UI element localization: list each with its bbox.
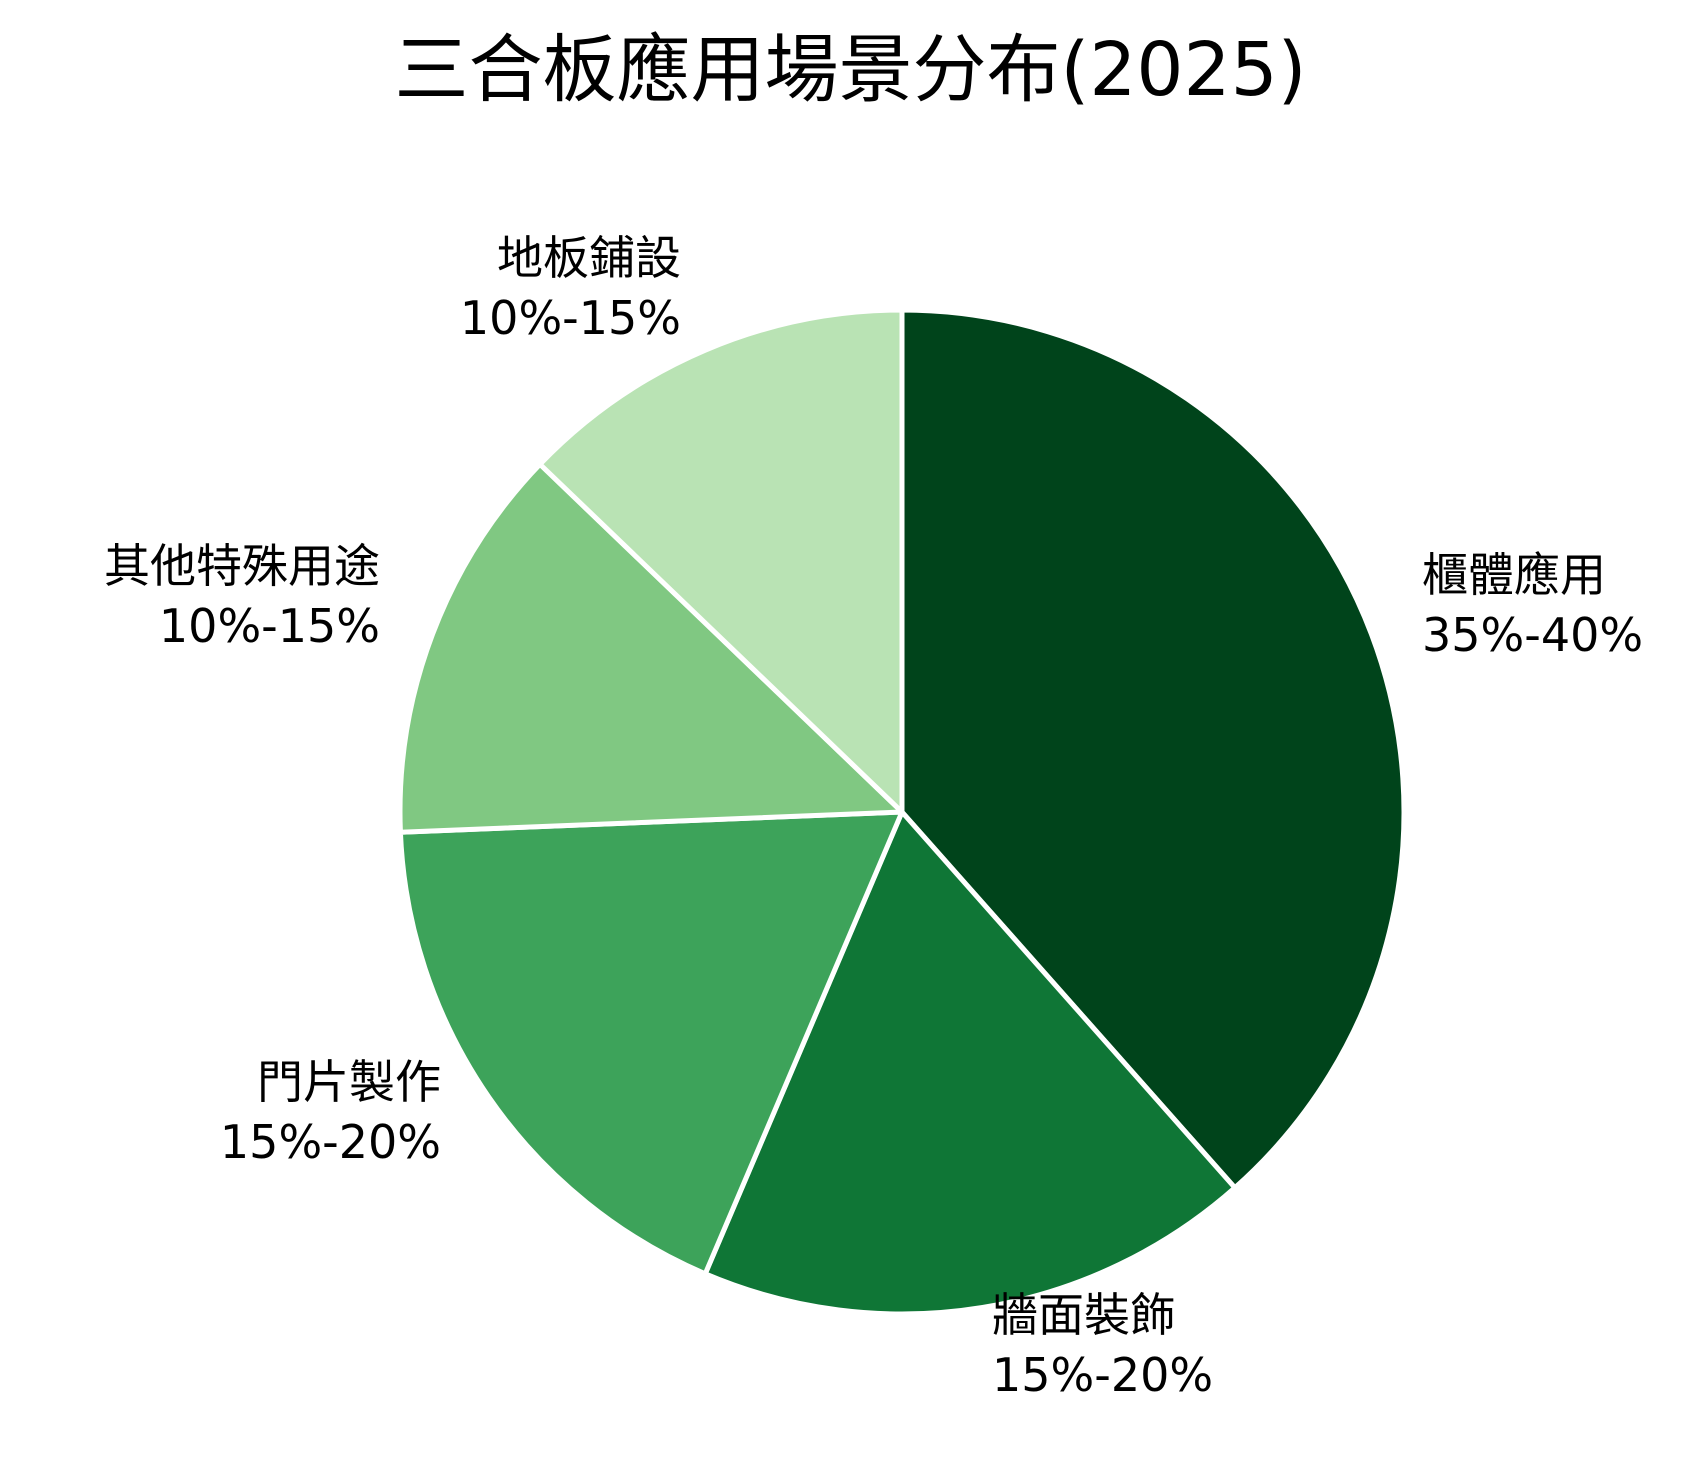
pie-slice-4 (537, 307, 905, 815)
pie-slices (397, 307, 1407, 1317)
slice-label-name: 門片製作 (257, 1055, 441, 1109)
slice-label-range: 10%-15% (459, 290, 681, 345)
slice-label-name: 櫃體應用 (1422, 548, 1606, 602)
slice-label-name: 其他特殊用途 (104, 539, 380, 593)
slice-label-door: 門片製作 15%-20% (220, 1053, 441, 1173)
chart-title: 三合板應用場景分布(2025) (394, 27, 1307, 113)
slice-label-other: 其他特殊用途 10%-15% (104, 537, 380, 657)
slice-label-wall: 牆面裝飾 15%-20% (992, 1286, 1213, 1406)
pie-slice-2 (397, 809, 905, 1277)
slice-label-floor: 地板鋪設 10%-15% (460, 229, 681, 349)
slice-label-range: 15%-20% (992, 1347, 1214, 1402)
pie-slice-3 (397, 461, 905, 835)
pie-slice-0 (899, 307, 1407, 1191)
slice-label-cabinet: 櫃體應用 35%-40% (1422, 546, 1643, 666)
slice-label-name: 地板鋪設 (497, 231, 681, 285)
slice-label-range: 15%-20% (219, 1114, 441, 1169)
slice-label-range: 35%-40% (1422, 607, 1644, 662)
slice-label-name: 牆面裝飾 (992, 1288, 1176, 1342)
pie-slice-1 (702, 809, 1238, 1317)
slice-label-range: 10%-15% (158, 598, 380, 653)
